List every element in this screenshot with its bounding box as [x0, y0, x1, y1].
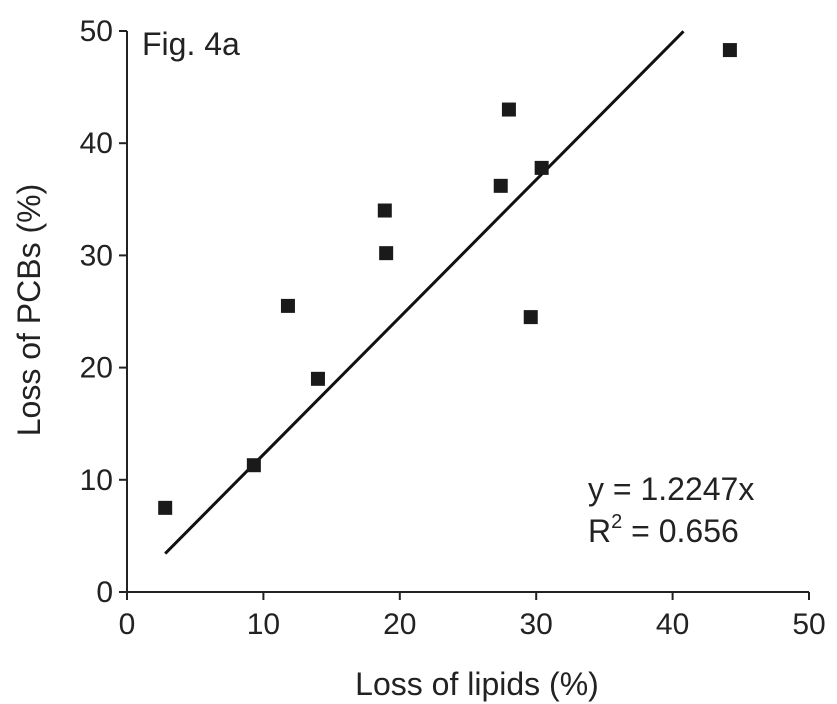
data-point — [379, 246, 394, 261]
data-point — [501, 102, 516, 117]
y-tick-label: 0 — [96, 576, 113, 609]
data-point — [158, 500, 173, 515]
r-squared-prefix: R — [588, 513, 611, 549]
axes — [126, 31, 809, 593]
r-squared-annotation: R2 = 0.656 — [588, 511, 739, 549]
x-tick-label: 50 — [792, 608, 825, 641]
data-point — [523, 310, 538, 325]
x-tick-label: 10 — [247, 608, 280, 641]
y-tick-label: 10 — [80, 464, 113, 497]
y-tick-label: 50 — [80, 15, 113, 48]
data-points — [158, 43, 737, 515]
data-point — [246, 458, 261, 473]
x-axis-label: Loss of lipids (%) — [355, 666, 599, 702]
data-point — [493, 178, 508, 193]
r-squared-superscript: 2 — [611, 511, 622, 533]
y-axis-label: Loss of PCBs (%) — [11, 184, 47, 437]
data-point — [534, 160, 549, 175]
data-point — [280, 298, 295, 313]
y-tick-label: 30 — [80, 239, 113, 272]
y-tick-label: 40 — [80, 127, 113, 160]
data-point — [377, 203, 392, 218]
r-squared-value: = 0.656 — [622, 513, 739, 549]
data-point — [722, 43, 737, 58]
x-ticks: 0 10 20 30 40 50 — [119, 592, 826, 641]
y-ticks: 0 10 20 30 40 50 — [80, 15, 127, 609]
equation-annotation: y = 1.2247x — [588, 471, 754, 507]
data-point — [310, 371, 325, 386]
x-tick-label: 20 — [383, 608, 416, 641]
x-tick-label: 40 — [656, 608, 689, 641]
y-tick-label: 20 — [80, 352, 113, 385]
chart-title: Fig. 4a — [142, 26, 240, 62]
x-tick-label: 30 — [520, 608, 553, 641]
x-tick-label: 0 — [119, 608, 136, 641]
